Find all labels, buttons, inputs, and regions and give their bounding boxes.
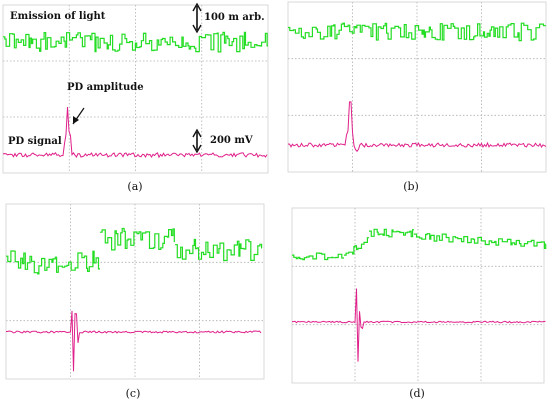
light-emission-trace-tail — [414, 233, 547, 249]
plot-frame — [291, 207, 545, 384]
panel-caption-b: (b) — [403, 180, 419, 193]
plot-frame — [2, 4, 269, 174]
panel-caption-c: (c) — [125, 387, 141, 400]
grid — [2, 4, 269, 174]
light-emission-trace — [3, 31, 268, 53]
panel-caption-d: (d) — [409, 387, 425, 400]
pd-signal-label: PD signal — [8, 136, 62, 147]
pd-amplitude-arrow-head — [73, 116, 79, 124]
emission-of-light-label: Emission of light — [10, 11, 106, 22]
pd-signal-trace — [287, 101, 547, 153]
panel-b: (b) — [284, 0, 550, 195]
light-emission-trace-rise — [344, 237, 369, 256]
light-scale-label: 100 m arb. — [204, 12, 265, 23]
grid — [5, 203, 265, 380]
panel-a: Emission of light 100 m arb. PD amplitud… — [0, 0, 272, 195]
light-emission-trace-elevated — [100, 227, 175, 251]
oscilloscope-trace-b — [287, 1, 547, 173]
oscilloscope-trace-a — [2, 2, 269, 174]
light-emission-trace — [292, 252, 344, 261]
pd-signal-trace — [2, 106, 268, 159]
plot-frame — [287, 1, 547, 173]
pd-amplitude-label: PD amplitude — [67, 82, 144, 93]
light-scale-arrowheads-icon — [192, 2, 202, 34]
voltage-scale-arrowheads-icon — [192, 128, 202, 154]
oscilloscope-trace-c — [5, 203, 265, 380]
light-emission-trace — [288, 22, 546, 42]
grid — [291, 207, 545, 384]
voltage-scale-label: 200 mV — [210, 135, 253, 146]
oscilloscope-trace-d — [291, 207, 547, 384]
light-emission-trace-plateau — [369, 228, 414, 238]
panel-c: (c) — [0, 200, 272, 405]
light-emission-trace — [6, 250, 100, 275]
panel-d: (d) — [284, 200, 550, 405]
pd-signal-trace — [6, 310, 262, 372]
panel-caption-a: (a) — [127, 180, 143, 193]
plot-frame — [5, 203, 265, 380]
grid — [287, 1, 547, 173]
pd-signal-trace — [292, 288, 546, 362]
light-emission-trace-tail — [175, 238, 263, 262]
